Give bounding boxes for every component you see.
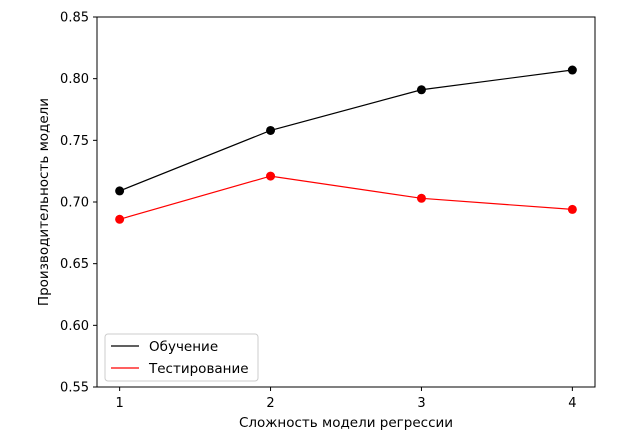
legend: Обучение Тестирование (104, 333, 259, 382)
legend-label-1: Обучение (149, 339, 218, 355)
x-tick-label: 1 (115, 396, 123, 411)
series-2-point-2 (266, 171, 276, 181)
series-2-point-3 (416, 193, 426, 203)
x-axis-label: Сложность модели регрессии (239, 415, 453, 431)
legend-label-2: Тестирование (148, 361, 249, 377)
x-tick-label: 4 (568, 396, 576, 411)
y-tick-label: 0.75 (60, 134, 89, 149)
y-axis-label: Производительность модели (36, 98, 52, 306)
y-tick-label: 0.55 (60, 381, 89, 396)
series-2-point-1 (115, 214, 125, 224)
series-line-1 (119, 69, 573, 192)
legend-box (104, 333, 259, 382)
series-1-point-2 (266, 125, 276, 135)
y-tick-label: 0.60 (60, 319, 89, 334)
y-tick-label: 0.85 (60, 11, 89, 26)
x-tick-label: 3 (417, 396, 425, 411)
y-tick-label: 0.80 (60, 72, 89, 87)
plot-frame (96, 16, 596, 388)
series-line-2 (119, 175, 573, 220)
series-1-point-3 (416, 85, 426, 95)
y-tick-label: 0.65 (60, 257, 89, 272)
y-tick-label: 0.70 (60, 196, 89, 211)
series-2-point-4 (567, 204, 577, 214)
series-1-point-1 (115, 186, 125, 196)
x-tick-label: 2 (266, 396, 274, 411)
series-1-point-4 (567, 65, 577, 75)
